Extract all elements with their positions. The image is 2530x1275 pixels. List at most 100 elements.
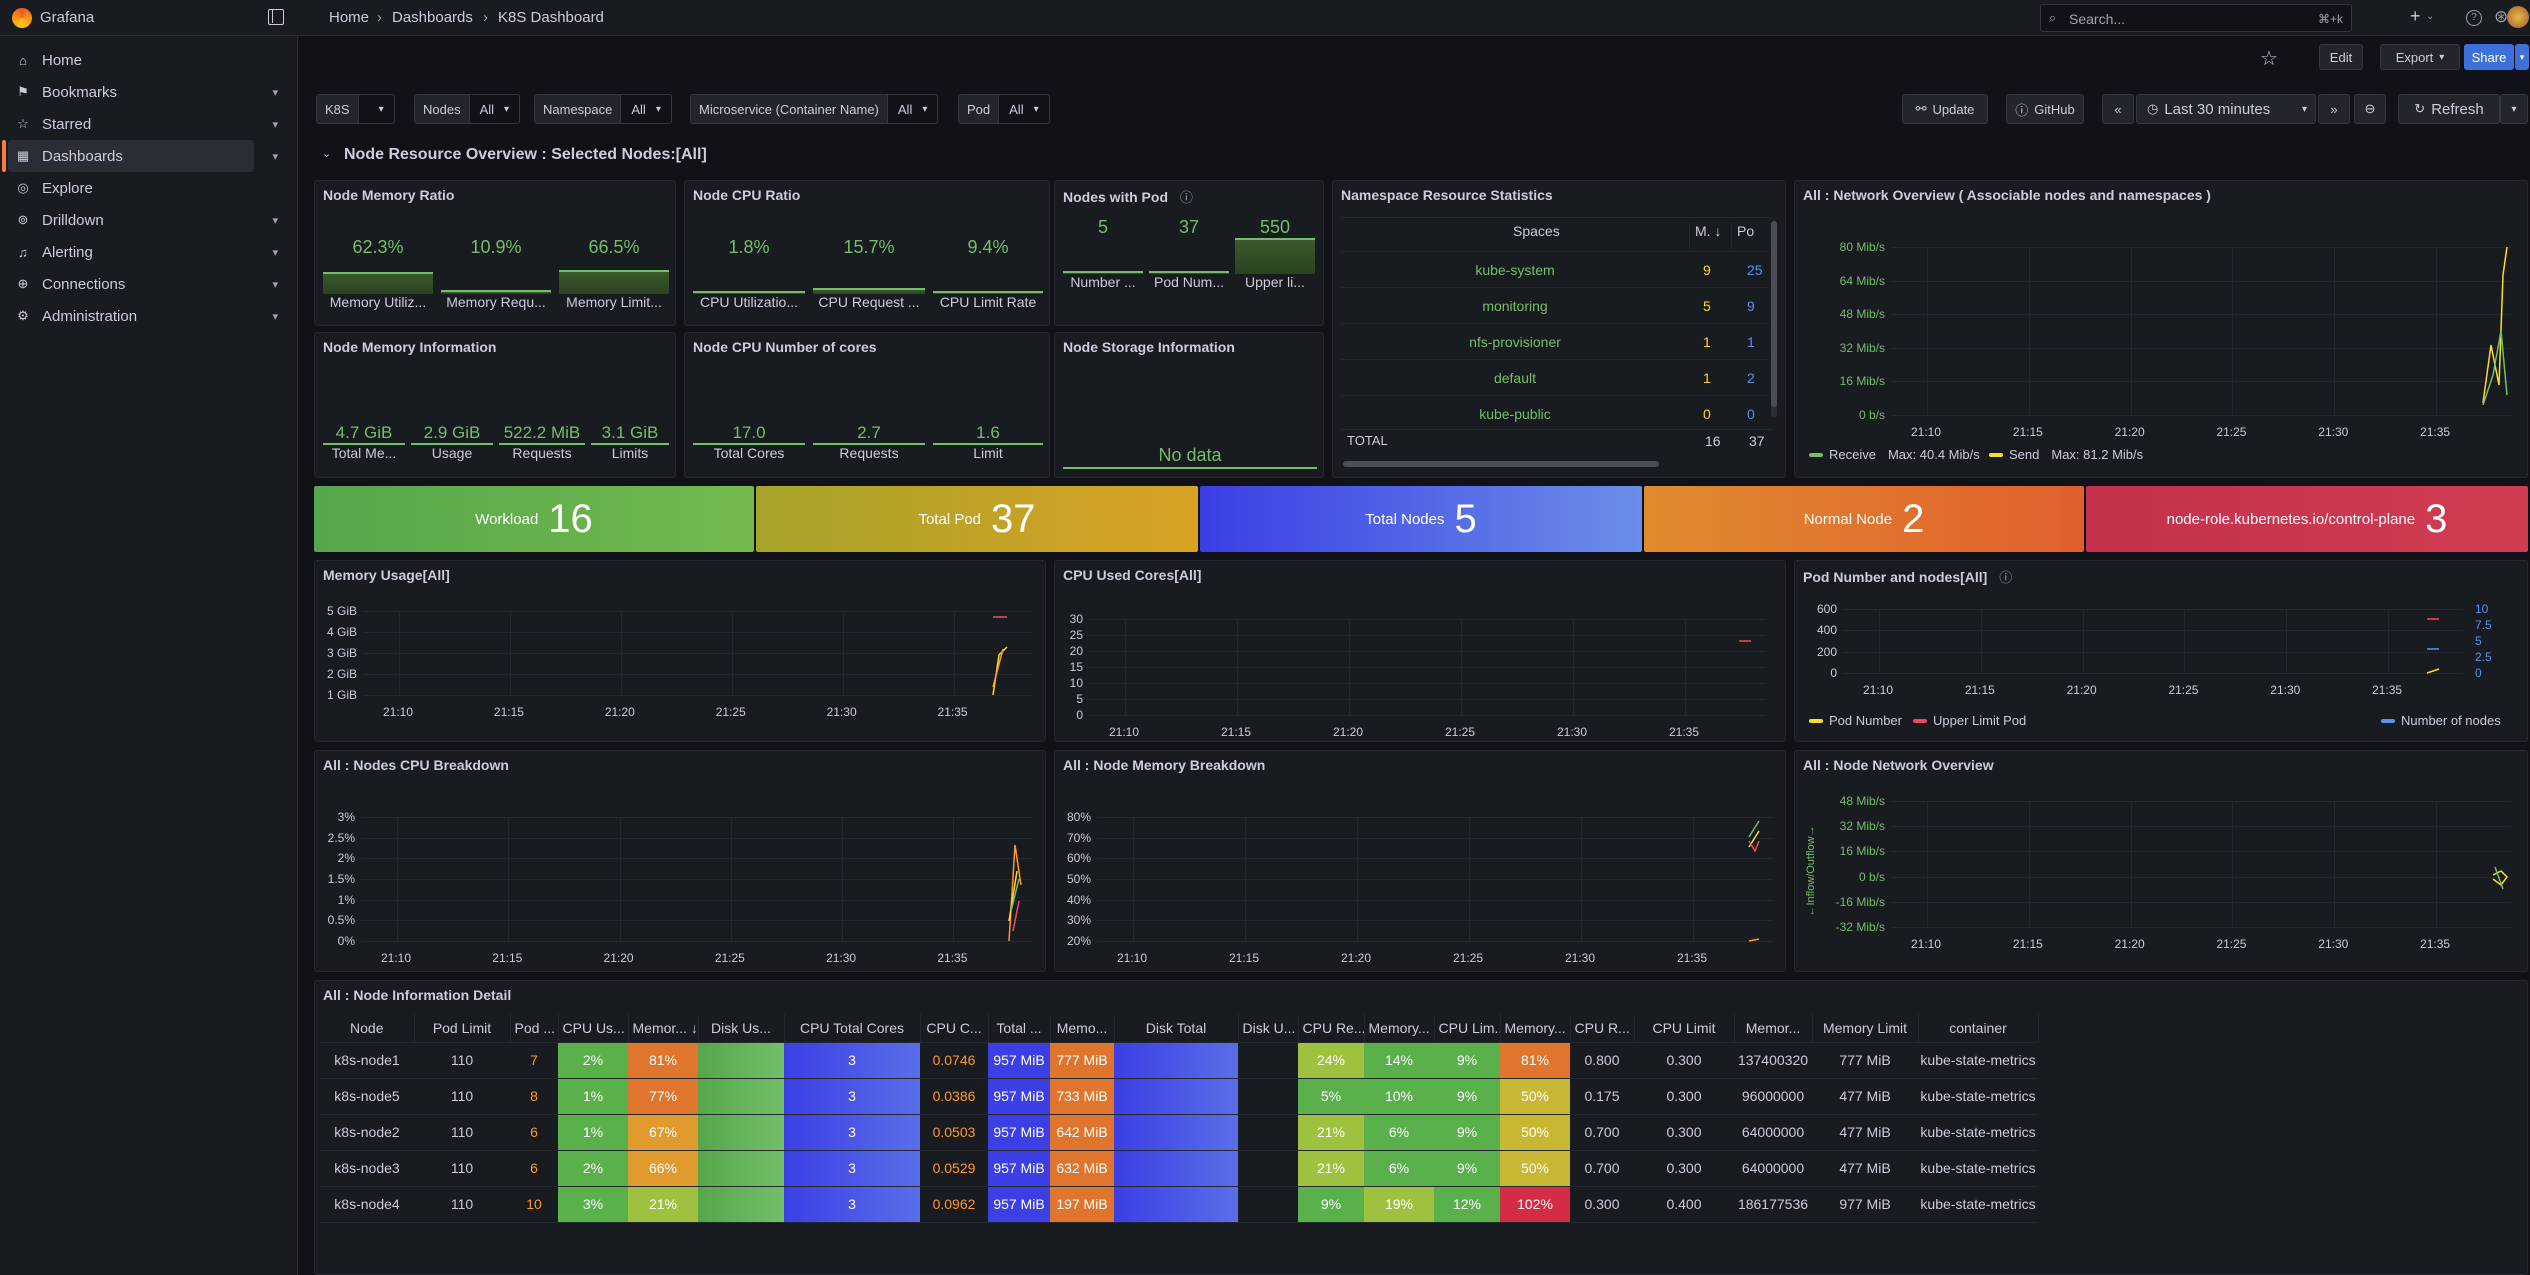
column-header[interactable]: Memo...: [1050, 1014, 1115, 1043]
sidebar-item-dashboards[interactable]: ▦ Dashboards ▾: [2, 140, 278, 172]
column-header[interactable]: Memor... ↓: [628, 1014, 699, 1043]
chevron-down-icon[interactable]: ▾: [272, 118, 278, 131]
column-header[interactable]: Memory...: [1500, 1014, 1571, 1043]
table-row[interactable]: k8s-node3 110 6 2% 66% 3 0.0529 957 MiB 632 MiB 2…: [320, 1150, 2038, 1187]
sidebar-item-alerting[interactable]: ♫ Alerting ▾: [8, 236, 278, 268]
variable-k8s[interactable]: K8S ▾: [316, 94, 395, 124]
column-header[interactable]: Disk U...: [1238, 1014, 1299, 1043]
column-header[interactable]: CPU Total Cores: [784, 1014, 921, 1043]
dock-menu-icon[interactable]: [268, 9, 284, 25]
sidebar-item-connections[interactable]: ⊕ Connections ▾: [8, 268, 278, 300]
column-header[interactable]: Memor...: [1734, 1014, 1813, 1043]
time-range-picker[interactable]: ◷ Last 30 minutes ▾: [2136, 94, 2316, 124]
row-collapse-icon[interactable]: ⌄: [322, 148, 332, 160]
column-header-spaces[interactable]: Spaces: [1513, 223, 1560, 239]
info-icon[interactable]: ⓘ: [1179, 190, 1193, 205]
export-button[interactable]: Export ▾: [2380, 44, 2460, 70]
column-header[interactable]: Memory Limit: [1812, 1014, 1919, 1043]
star-icon[interactable]: ☆: [2260, 48, 2278, 70]
legend-item-upper-limit-pod[interactable]: Upper Limit Pod: [1913, 713, 2026, 728]
chevron-down-icon[interactable]: ⌄: [2426, 11, 2435, 22]
x-tick-label: 21:20: [1341, 951, 1372, 965]
sidebar-item-explore[interactable]: ◎ Explore: [8, 172, 254, 204]
column-header[interactable]: CPU Re...: [1298, 1014, 1365, 1043]
panel-title: All : Node Memory Breakdown: [1063, 757, 1266, 773]
time-forward-button[interactable]: »: [2318, 94, 2350, 124]
avatar[interactable]: [2507, 6, 2529, 28]
legend-item-number-of-nodes[interactable]: Number of nodes: [2381, 713, 2501, 728]
refresh-interval-dropdown[interactable]: ▾: [2500, 94, 2528, 124]
chevron-down-icon[interactable]: ▾: [272, 214, 278, 227]
column-header-m[interactable]: M. ↓: [1695, 223, 1721, 239]
table-row[interactable]: k8s-node5 110 8 1% 77% 3 0.0386 957 MiB 733 MiB 5…: [320, 1078, 2038, 1115]
sidebar-item-home[interactable]: ⌂ Home: [8, 44, 254, 76]
table-row[interactable]: k8s-node2 110 6 1% 67% 3 0.0503 957 MiB 642 MiB 2…: [320, 1114, 2038, 1151]
breadcrumb-dashboards[interactable]: Dashboards: [392, 9, 473, 26]
series-line: [2482, 330, 2508, 406]
search-input[interactable]: ⌕ Search... ⌘+k: [2040, 4, 2352, 32]
zoom-out-button[interactable]: ⊖: [2354, 94, 2386, 124]
edit-button[interactable]: Edit: [2319, 44, 2363, 70]
variable-nodes[interactable]: Nodes All ▾: [414, 94, 521, 124]
sidebar-item-administration[interactable]: ⚙ Administration ▾: [8, 300, 278, 332]
share-button[interactable]: Share: [2464, 44, 2514, 70]
table-cell: 957 MiB: [988, 1186, 1050, 1223]
legend-item-pod-number[interactable]: Pod Number: [1809, 713, 1902, 728]
chevron-down-icon[interactable]: ▾: [272, 246, 278, 259]
x-tick-label: 21:15: [2012, 425, 2043, 439]
variable-namespace[interactable]: Namespace All ▾: [534, 94, 672, 124]
variable-value-text: All: [631, 101, 646, 117]
sidebar-item-starred[interactable]: ☆ Starred ▾: [8, 108, 278, 140]
chevron-down-icon[interactable]: ▾: [272, 310, 278, 323]
share-dropdown-button[interactable]: ▾: [2515, 44, 2529, 70]
breadcrumb-home[interactable]: Home: [329, 9, 370, 26]
column-header[interactable]: Node: [320, 1014, 415, 1043]
row-title[interactable]: Node Resource Overview : Selected Nodes:…: [344, 146, 707, 163]
variable-value[interactable]: ▾: [359, 95, 394, 123]
x-tick-label: 21:30: [2270, 683, 2301, 697]
column-header[interactable]: Disk Total: [1114, 1014, 1239, 1043]
column-header[interactable]: Pod ...: [510, 1014, 559, 1043]
column-header[interactable]: CPU Us...: [558, 1014, 629, 1043]
column-header[interactable]: Memory...: [1364, 1014, 1435, 1043]
table-row[interactable]: k8s-node1 110 7 2% 81% 3 0.0746 957 MiB 777 MiB 2…: [320, 1042, 2038, 1079]
chevron-down-icon[interactable]: ▾: [272, 86, 278, 99]
chevron-down-icon[interactable]: ▾: [272, 150, 278, 163]
legend-item-send[interactable]: Send Max: 81.2 Mib/s: [1989, 447, 2143, 462]
update-button[interactable]: ⚯ Update: [1902, 94, 1988, 124]
variable-value[interactable]: All ▾: [999, 95, 1048, 123]
sidebar-item-bookmarks[interactable]: ⚑ Bookmarks ▾: [8, 76, 278, 108]
horizontal-scrollbar[interactable]: [1343, 461, 1659, 467]
table-cell: [1114, 1078, 1238, 1115]
info-icon[interactable]: ⓘ: [1999, 570, 2013, 585]
column-header-po[interactable]: Po: [1737, 223, 1755, 239]
column-header[interactable]: CPU C...: [920, 1014, 989, 1043]
variable-value[interactable]: All ▾: [621, 95, 670, 123]
sidebar-item-drilldown[interactable]: ⊚ Drilldown ▾: [8, 204, 278, 236]
grafana-logo-icon[interactable]: [12, 8, 32, 28]
github-button[interactable]: ⓘ GitHub: [2006, 94, 2084, 124]
refresh-button[interactable]: ↻ Refresh: [2398, 94, 2500, 124]
legend-item-receive[interactable]: Receive Max: 40.4 Mib/s: [1809, 447, 1980, 462]
table-row[interactable]: k8s-node4 110 10 3% 21% 3 0.0962 957 MiB 197 MiB…: [320, 1186, 2038, 1223]
variable-microservice[interactable]: Microservice (Container Name) All ▾: [690, 94, 939, 124]
variable-value[interactable]: All ▾: [888, 95, 937, 123]
chevron-down-icon[interactable]: ▾: [272, 278, 278, 291]
column-header[interactable]: CPU R...: [1570, 1014, 1635, 1043]
variable-pod[interactable]: Pod All ▾: [958, 94, 1050, 124]
column-header[interactable]: Disk Us...: [698, 1014, 785, 1043]
vertical-scrollbar[interactable]: [1771, 221, 1777, 417]
variable-value[interactable]: All ▾: [470, 95, 519, 123]
time-back-button[interactable]: «: [2102, 94, 2134, 124]
column-header[interactable]: container: [1918, 1014, 2039, 1043]
grid-line: [1097, 858, 1773, 860]
news-icon[interactable]: ⊛: [2494, 7, 2509, 26]
column-header[interactable]: Pod Limit: [414, 1014, 511, 1043]
column-header[interactable]: Total ...: [988, 1014, 1051, 1043]
help-icon[interactable]: ?: [2466, 10, 2482, 26]
column-header[interactable]: CPU Limit: [1634, 1014, 1735, 1043]
x-tick-label: 21:25: [714, 951, 745, 965]
add-new-icon[interactable]: +: [2410, 6, 2421, 26]
column-header[interactable]: CPU Lim...: [1434, 1014, 1501, 1043]
variable-value-text: All: [897, 101, 913, 117]
